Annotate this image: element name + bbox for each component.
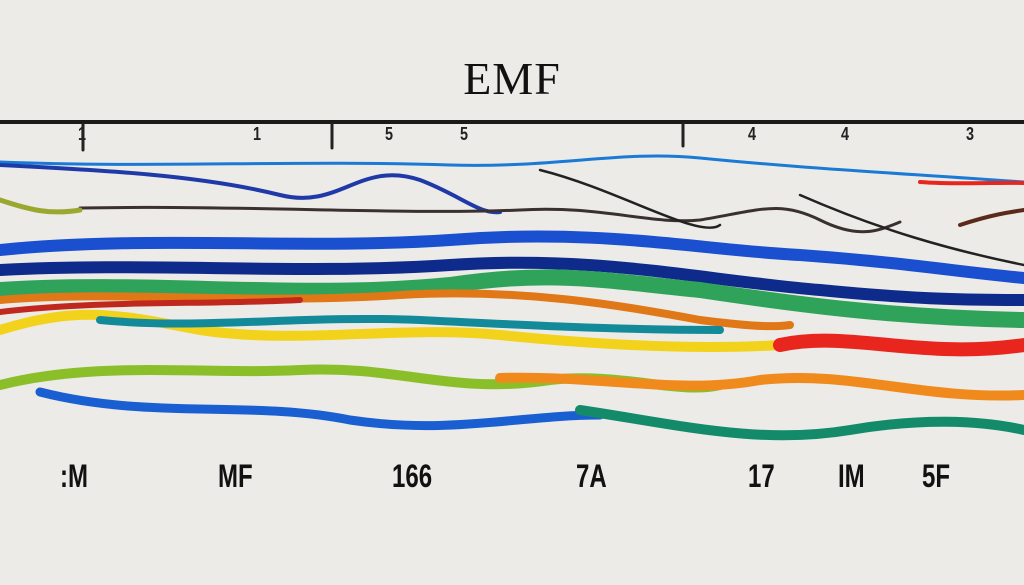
teal-lower-band bbox=[575, 405, 1024, 441]
red-thin-band bbox=[0, 297, 303, 315]
thin-black-line bbox=[538, 168, 1024, 267]
bottom-label: 5F bbox=[922, 458, 951, 494]
orange-band bbox=[0, 289, 794, 331]
bottom-label: IM bbox=[838, 458, 865, 494]
top-axis-line bbox=[0, 120, 1024, 124]
blue-lower-band bbox=[35, 387, 605, 431]
top-label: 4 bbox=[748, 124, 757, 144]
top-label: 4 bbox=[841, 124, 850, 144]
teal-band bbox=[96, 314, 724, 334]
yellow-band bbox=[0, 309, 785, 352]
navy-band bbox=[0, 256, 1024, 306]
blue-band bbox=[0, 230, 1024, 284]
thin-blue-line bbox=[0, 154, 1024, 184]
thin-navy-line bbox=[0, 163, 502, 215]
bottom-label: :M bbox=[60, 458, 88, 494]
top-label: 1 bbox=[78, 124, 87, 144]
thin-red-line bbox=[918, 180, 1024, 186]
thin-dark-line bbox=[78, 205, 902, 234]
bottom-label: MF bbox=[218, 458, 253, 494]
artwork-title: EMF bbox=[463, 53, 561, 104]
bottom-label: 7A bbox=[576, 458, 607, 494]
thin-brown-line bbox=[958, 208, 1024, 227]
thin-olive-line bbox=[0, 197, 83, 215]
orange-lower-band bbox=[495, 372, 1024, 401]
green-band bbox=[0, 269, 1024, 328]
red-band bbox=[773, 333, 1024, 357]
top-label: 5 bbox=[385, 124, 394, 144]
bottom-label: 17 bbox=[748, 458, 775, 494]
top-label: 5 bbox=[460, 124, 469, 144]
top-label: 3 bbox=[966, 124, 975, 144]
top-label: 1 bbox=[253, 124, 262, 144]
bottom-label: 166 bbox=[392, 458, 433, 494]
